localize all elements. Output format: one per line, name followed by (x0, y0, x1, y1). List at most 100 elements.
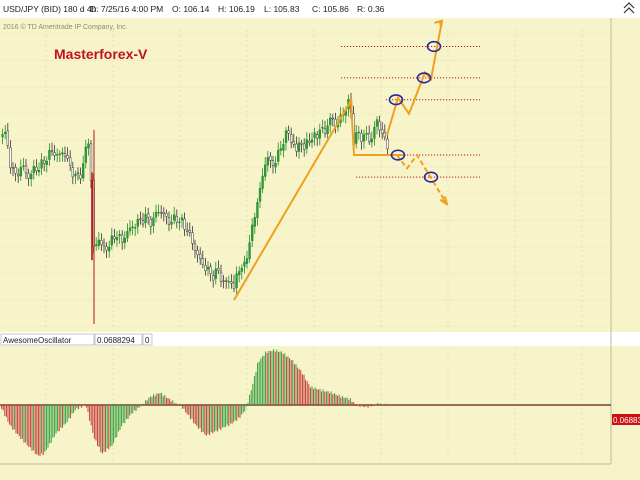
candle-body (214, 268, 217, 279)
candle-body (97, 239, 100, 246)
candle-body (368, 133, 371, 142)
date-label: D: 7/25/16 4:00 PM (90, 4, 163, 14)
price-panel[interactable] (0, 18, 611, 332)
candle-body (19, 166, 22, 177)
candle-body (284, 130, 288, 143)
candle-body (201, 258, 204, 265)
chart-title: Masterforex-V (54, 46, 148, 62)
candle-body (175, 216, 178, 223)
candle-body (74, 173, 77, 177)
candle-body (258, 187, 262, 202)
range-label: R: 0.36 (357, 4, 385, 14)
target-circle-marker (423, 171, 439, 183)
candle-body (292, 141, 295, 145)
candle-body (82, 163, 85, 179)
candle-body (222, 280, 225, 282)
header-bar (0, 0, 640, 18)
oscillator-value-box (94, 333, 143, 346)
candle-body (290, 134, 293, 143)
oscillator-value: 0.0688294 (97, 336, 135, 345)
candle-body (303, 143, 306, 150)
candle-body (113, 236, 116, 240)
candle-body (27, 173, 30, 179)
candle-body (53, 152, 56, 156)
oscillator-zero: 0 (145, 336, 150, 345)
candle-body (50, 150, 54, 152)
candle-body (373, 126, 376, 139)
candle-body (248, 242, 251, 260)
candle-body (14, 167, 17, 174)
candle-body (63, 153, 67, 157)
candle-body (300, 142, 303, 145)
candle-body (316, 134, 319, 139)
projection-up-arrowhead (434, 19, 443, 28)
candle-body (37, 170, 41, 173)
candle-body (84, 146, 87, 163)
candle-body (32, 166, 35, 174)
close-label: C: 105.86 (312, 4, 349, 14)
candle-body (305, 139, 308, 149)
candle-body (261, 175, 264, 189)
candle-body (271, 160, 275, 166)
candle-body (193, 243, 197, 251)
candle-body (48, 149, 51, 160)
candle-body (89, 143, 93, 181)
candle-body (282, 144, 285, 151)
candle-body (154, 211, 158, 218)
candle-body (128, 227, 132, 232)
low-label: L: 105.83 (264, 4, 300, 14)
candle-body (378, 121, 381, 131)
candle-body (6, 130, 9, 146)
candle-body (71, 167, 74, 178)
candle-body (295, 143, 298, 152)
candle-body (217, 268, 220, 271)
oscillator-current-value: 0.06883 (613, 416, 640, 425)
candle-body (318, 129, 321, 139)
candle-body (240, 267, 243, 272)
double-up-arrow-icon[interactable] (623, 2, 635, 14)
oscillator-name-box[interactable] (0, 333, 95, 346)
target-circle-marker (426, 40, 442, 53)
candle-body (212, 275, 215, 281)
candle-body (108, 246, 111, 252)
symbol-label[interactable]: USD/JPY (BID) 180 d 4h (3, 4, 97, 14)
candle-body (35, 166, 38, 171)
candle-body (196, 250, 199, 256)
candle-body (238, 271, 241, 276)
candle-body (66, 155, 69, 159)
candle-body (269, 156, 272, 161)
candle-body (9, 147, 12, 169)
candle-body (76, 172, 80, 174)
candle-body (102, 242, 106, 246)
candle-body (277, 149, 280, 162)
candle-body (232, 282, 236, 289)
candle-body (326, 125, 329, 135)
candle-body (121, 234, 124, 243)
candle-body (256, 202, 259, 219)
candle-body (183, 218, 186, 230)
candle-body (243, 261, 246, 267)
candle-body (178, 221, 181, 224)
oscillator-header-bar (0, 332, 640, 346)
candle-body (45, 161, 48, 165)
candle-body (162, 212, 165, 215)
candle-body (157, 211, 160, 214)
candle-body (170, 221, 173, 225)
candle-body (323, 128, 327, 134)
candle-body (139, 218, 142, 220)
candle-body (253, 217, 256, 227)
projection-down-line (396, 153, 448, 205)
candle-body (144, 214, 147, 223)
candle-body (126, 231, 129, 239)
candle-body (266, 157, 269, 166)
candle-body (186, 229, 189, 232)
candle-body (43, 160, 46, 164)
candle-body (105, 246, 108, 251)
candle-body (375, 119, 379, 127)
candle-body (188, 229, 191, 233)
level-layer (341, 45, 480, 178)
target-circle-marker (390, 149, 406, 161)
candle-body (173, 214, 176, 221)
candle-body (308, 140, 311, 143)
candle-body (141, 220, 145, 225)
